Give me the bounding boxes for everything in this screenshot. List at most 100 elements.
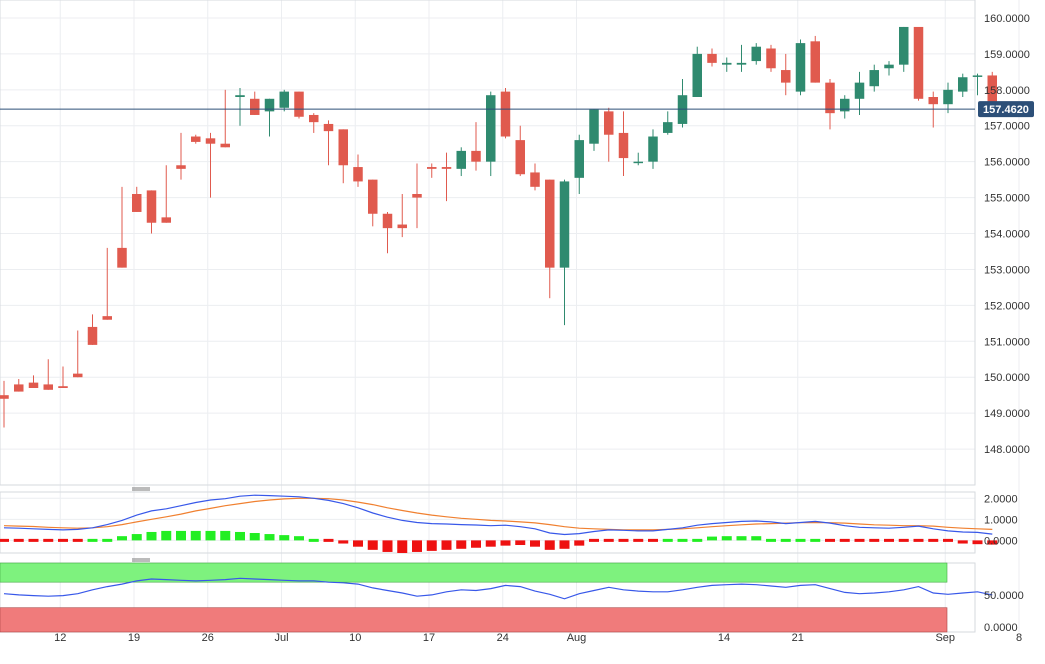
- candle-down: [294, 91, 304, 119]
- candle-up: [840, 95, 850, 119]
- candle-body: [235, 95, 245, 97]
- candle-body: [471, 150, 481, 162]
- candle-body: [943, 89, 953, 105]
- candle-up: [958, 73, 968, 97]
- candle-body: [397, 224, 407, 229]
- main-panel: [0, 26, 997, 428]
- y-tick-label: 157.0000: [984, 121, 1030, 133]
- candle-down: [117, 186, 127, 268]
- candle-body: [515, 140, 525, 175]
- candle-down: [0, 380, 9, 428]
- panel-resize-handle-1[interactable]: [132, 487, 150, 491]
- last-price-label: 157.4620: [983, 104, 1029, 116]
- candle-down: [530, 163, 540, 191]
- candle-up: [663, 111, 673, 135]
- histogram-bar: [677, 538, 688, 542]
- histogram-bar: [648, 538, 658, 542]
- histogram-bar: [176, 530, 186, 541]
- macd-line: [3, 494, 993, 536]
- histogram-bar: [456, 540, 467, 549]
- histogram-bar: [220, 530, 231, 541]
- osc1-y-tick-label: 1.0000: [984, 514, 1018, 526]
- candle-down: [191, 134, 201, 144]
- histogram-bar: [471, 540, 481, 548]
- rsi-line: [3, 577, 993, 600]
- candle-down: [500, 88, 511, 139]
- candle-body: [279, 91, 289, 108]
- candle-down: [353, 154, 363, 187]
- histogram-bar: [161, 530, 172, 541]
- panel-resize-handle-2[interactable]: [132, 558, 150, 562]
- candle-down: [368, 179, 378, 227]
- histogram-bar: [603, 538, 614, 542]
- candle-up: [943, 82, 953, 114]
- histogram-bar: [854, 538, 865, 542]
- candle-body: [840, 98, 850, 112]
- candle-up: [677, 79, 688, 128]
- candle-down: [87, 314, 98, 345]
- histogram-bar: [87, 538, 98, 542]
- histogram-bar: [382, 540, 393, 552]
- candle-body: [382, 213, 393, 229]
- histogram-bar: [544, 540, 555, 550]
- histogram-bar: [810, 538, 821, 542]
- candle-down: [604, 107, 614, 162]
- panel-frame-1: [0, 491, 976, 554]
- candle-up: [795, 39, 806, 96]
- candle-body: [736, 62, 747, 65]
- candle-body: [441, 167, 452, 169]
- candle-body: [869, 70, 879, 87]
- candle-body: [73, 373, 83, 378]
- histogram-bar: [279, 535, 290, 541]
- candle-up: [279, 89, 289, 112]
- y-tick-label: 154.0000: [984, 229, 1030, 241]
- candle-body: [854, 82, 865, 99]
- candle-body: [707, 53, 717, 63]
- candle-body: [633, 161, 643, 164]
- candle-body: [825, 82, 835, 114]
- candle-body: [14, 384, 24, 392]
- candle-down: [382, 211, 393, 254]
- candle-body: [810, 41, 820, 83]
- histogram-bar: [412, 540, 422, 552]
- candle-body: [87, 326, 98, 345]
- histogram-bar: [633, 538, 644, 542]
- candle-body: [191, 136, 201, 142]
- candle-down: [132, 186, 142, 212]
- candle-up: [648, 129, 658, 169]
- osc1-y-tick-label: 0.0000: [984, 535, 1018, 547]
- x-tick-label: Jul: [274, 632, 288, 644]
- candle-down: [250, 91, 260, 115]
- last-price-tag: [978, 101, 1034, 118]
- y-tick-label: 155.0000: [984, 193, 1030, 205]
- candle-body: [913, 26, 924, 99]
- histogram-bar: [884, 538, 894, 542]
- candle-down: [427, 163, 437, 178]
- candle-up: [692, 46, 702, 97]
- candle-body: [264, 98, 275, 112]
- candle-down: [471, 122, 481, 171]
- candle-down: [161, 165, 171, 223]
- overlay-layer: 157.4620: [0, 101, 1034, 118]
- candle-body: [574, 140, 584, 178]
- candle-down: [707, 48, 717, 67]
- candle-body: [456, 150, 466, 169]
- panel-frame-0: [0, 0, 976, 486]
- candle-body: [132, 194, 142, 212]
- histogram-bar: [500, 540, 511, 546]
- candle-body: [43, 384, 53, 390]
- x-tick-label: 12: [54, 632, 66, 644]
- histogram-bar: [441, 540, 452, 550]
- y-tick-label: 149.0000: [984, 408, 1030, 420]
- candle-body: [781, 70, 791, 83]
- histogram-bar: [662, 538, 673, 542]
- candle-body: [648, 136, 658, 162]
- candle-up: [736, 44, 747, 72]
- histogram-bar: [825, 538, 835, 542]
- y-tick-label: 148.0000: [984, 444, 1030, 456]
- candle-up: [869, 64, 879, 92]
- candle-body: [309, 114, 319, 123]
- histogram-bar: [485, 540, 496, 547]
